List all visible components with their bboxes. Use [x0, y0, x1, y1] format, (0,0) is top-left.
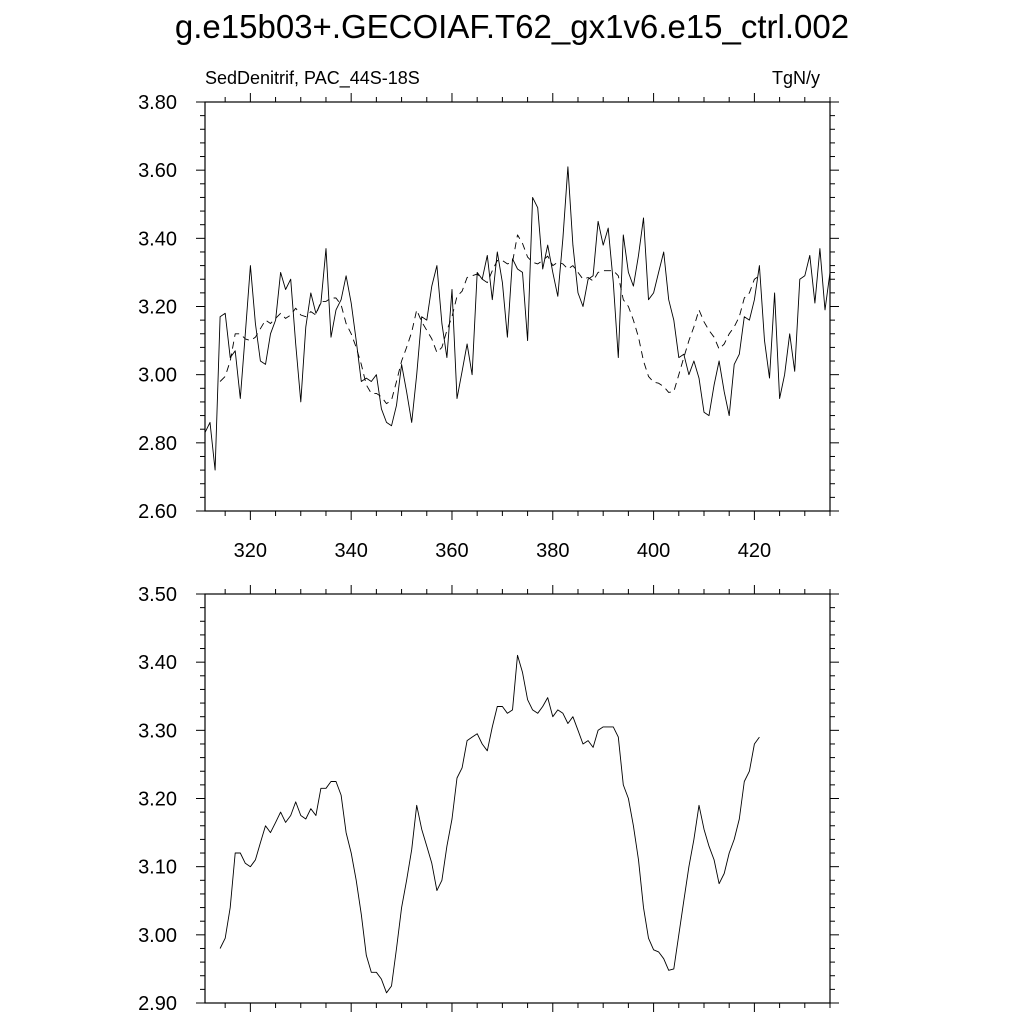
- x-tick-label: 360: [435, 540, 468, 562]
- y-tick-label: 2.80: [138, 433, 177, 455]
- y-tick-label: 2.90: [138, 993, 177, 1015]
- x-tick-label: 420: [738, 540, 771, 562]
- y-tick-label: 3.80: [138, 92, 177, 114]
- y-tick-label: 3.00: [138, 925, 177, 947]
- y-tick-label: 3.20: [138, 789, 177, 811]
- plot-frame: [204, 101, 831, 512]
- x-tick-label: 400: [637, 540, 670, 562]
- top-panel: 2.60 2.80 3.00 3.20 3.40 3.60 3.80 320 340 360 380…: [138, 68, 839, 562]
- x-tick-label: 340: [334, 540, 367, 562]
- bottom-panel: 2.90 3.00 3.10 3.20 3.30 3.40 3.50: [138, 584, 839, 1015]
- y-tick-label: 3.30: [138, 720, 177, 742]
- y-tick-label: 3.40: [138, 228, 177, 250]
- series-line-dashed: [219, 234, 760, 405]
- x-tick-label: 320: [234, 540, 267, 562]
- series-line-solid: [219, 654, 760, 994]
- left-string: SedDenitrif, PAC_44S-18S: [205, 68, 420, 89]
- x-tick-label: 380: [536, 540, 569, 562]
- y-tick-label: 3.40: [138, 652, 177, 674]
- page-title: g.e15b03+.GECOIAF.T62_gx1v6.e15_ctrl.002: [174, 8, 850, 45]
- y-tick-label: 3.50: [138, 584, 177, 606]
- right-string: TgN/y: [772, 68, 820, 88]
- y-tick-label: 3.00: [138, 365, 177, 387]
- y-tick-label: 3.20: [138, 297, 177, 319]
- series-line-solid: [204, 166, 835, 471]
- y-tick-label: 3.10: [138, 857, 177, 879]
- y-tick-label: 3.60: [138, 160, 177, 182]
- y-tick-label: 2.60: [138, 501, 177, 523]
